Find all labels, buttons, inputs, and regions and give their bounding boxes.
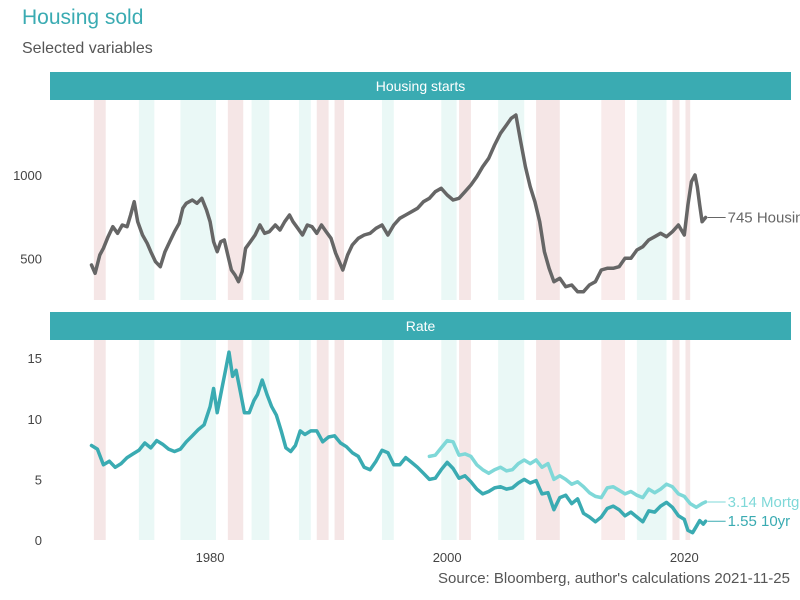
shaded-period bbox=[536, 100, 560, 300]
shaded-period bbox=[601, 100, 626, 300]
shaded-period bbox=[672, 340, 680, 540]
shaded-period bbox=[251, 100, 270, 300]
shaded-period bbox=[441, 100, 457, 300]
panel-strip-housing-starts: Housing starts bbox=[50, 72, 791, 100]
shaded-period bbox=[459, 340, 471, 540]
shaded-period bbox=[498, 340, 525, 540]
x-tick-label: 2000 bbox=[433, 550, 462, 565]
y-tick-label: 500 bbox=[20, 251, 42, 266]
x-tick-label: 1980 bbox=[196, 550, 225, 565]
y-tick-label: 15 bbox=[28, 351, 42, 366]
shaded-period bbox=[636, 100, 667, 300]
shaded-period bbox=[93, 100, 106, 300]
shaded-period bbox=[251, 340, 270, 540]
shaded-period bbox=[138, 340, 155, 540]
shaded-period bbox=[227, 100, 244, 300]
shaded-period bbox=[93, 340, 106, 540]
source-note: Source: Bloomberg, author's calculations… bbox=[438, 570, 790, 587]
x-tick-label: 2020 bbox=[670, 550, 699, 565]
series-end-label: 745 Housing sales bbox=[728, 210, 800, 227]
shaded-period bbox=[536, 340, 560, 540]
panel-strip-rate: Rate bbox=[50, 312, 791, 340]
shaded-period bbox=[298, 340, 311, 540]
shaded-period bbox=[685, 340, 691, 540]
shaded-period bbox=[334, 100, 345, 300]
series-line-mortgage-rate bbox=[427, 438, 708, 510]
y-tick-label: 5 bbox=[35, 472, 42, 487]
shaded-period bbox=[459, 100, 471, 300]
y-tick-label: 1000 bbox=[13, 168, 42, 183]
series-end-label: 1.55 10yr bbox=[728, 513, 791, 530]
series-line-10yr bbox=[89, 350, 708, 535]
shaded-period bbox=[381, 340, 394, 540]
shaded-period bbox=[672, 100, 680, 300]
y-tick-label: 0 bbox=[35, 533, 42, 548]
chart-title: Housing sold bbox=[22, 6, 144, 29]
series-end-label: 3.14 Mortgage rate bbox=[728, 494, 800, 511]
chart-subtitle: Selected variables bbox=[22, 40, 153, 57]
series-line-housing-sales bbox=[89, 113, 708, 294]
shaded-period bbox=[381, 100, 394, 300]
shaded-period bbox=[298, 100, 311, 300]
shaded-period bbox=[316, 100, 329, 300]
y-tick-label: 10 bbox=[28, 412, 42, 427]
shaded-period bbox=[138, 100, 155, 300]
